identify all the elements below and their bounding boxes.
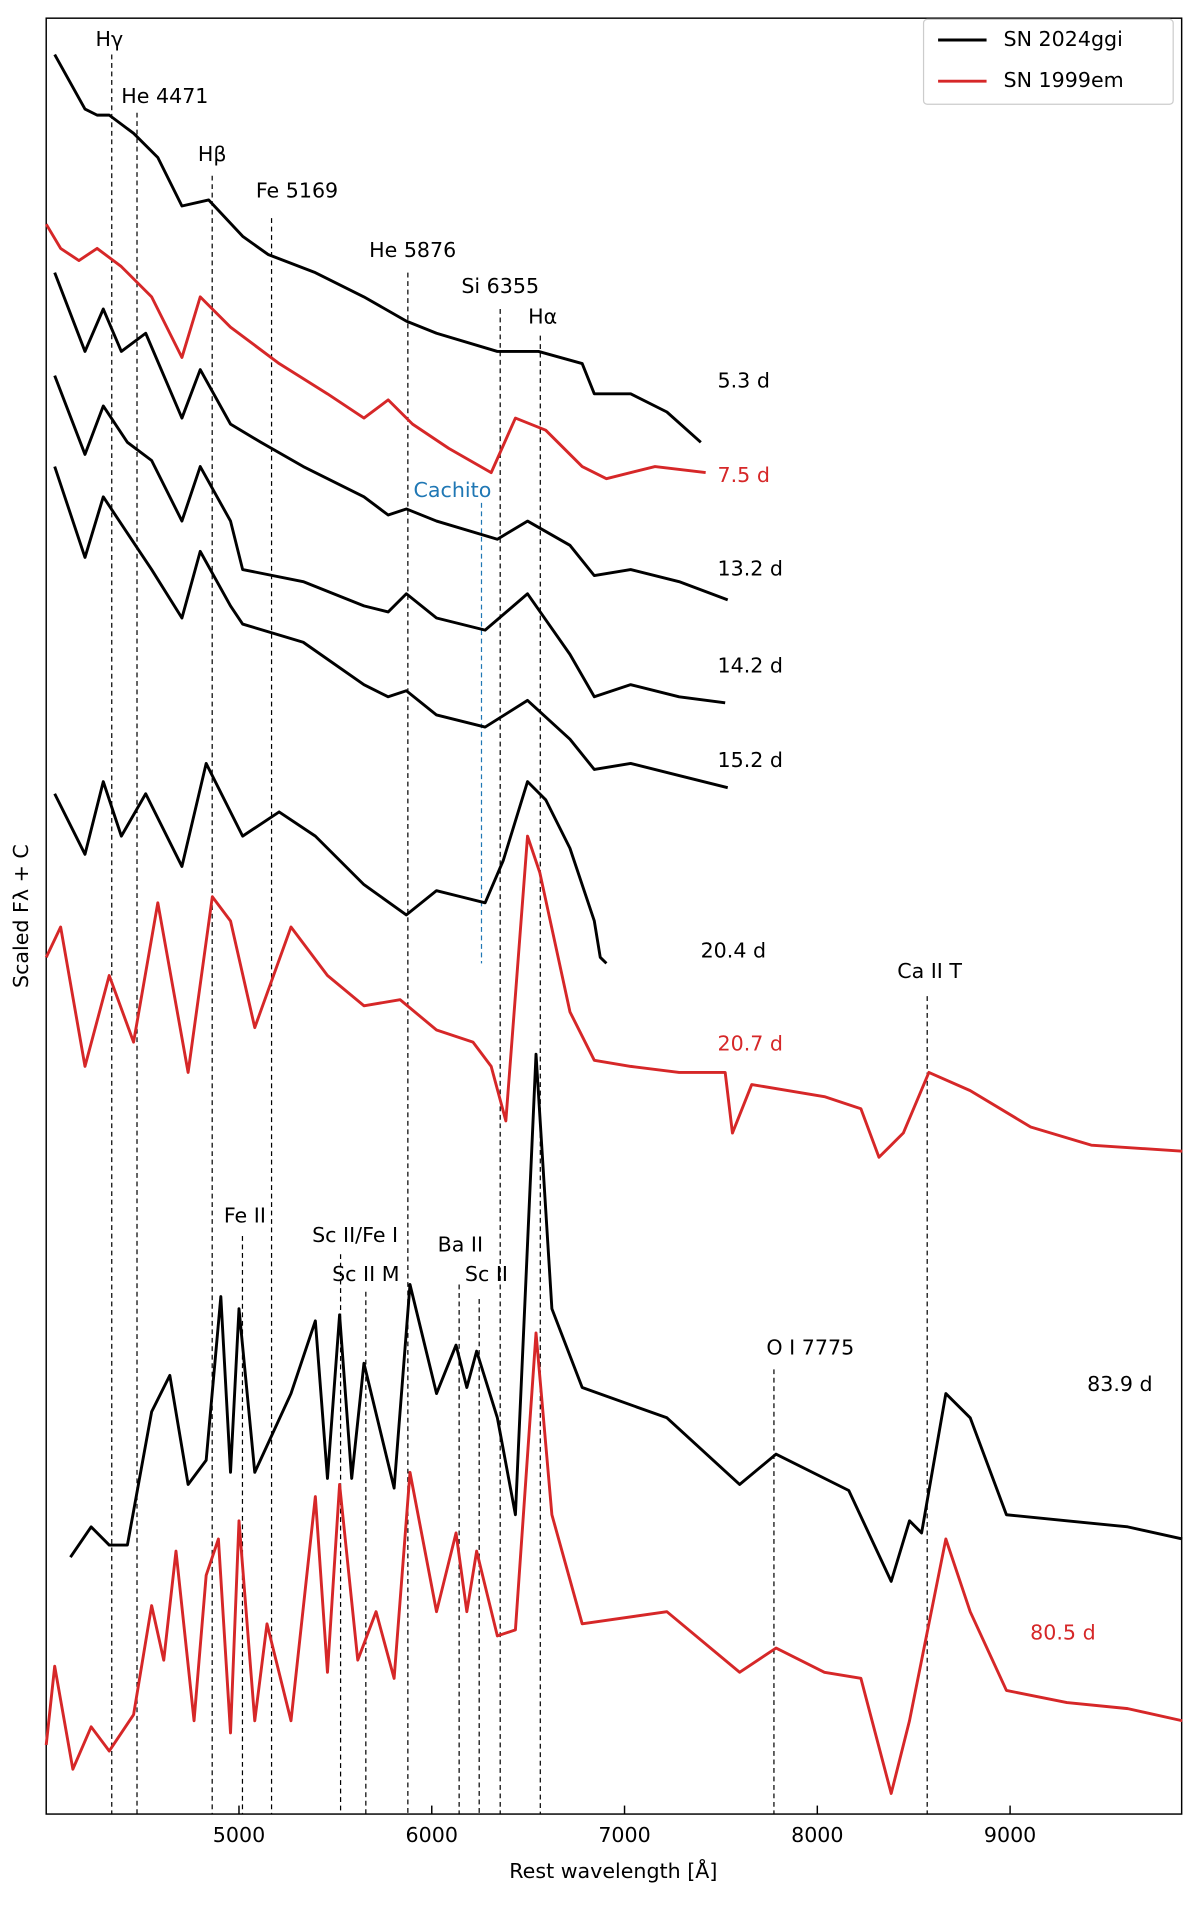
annotation-label: O I 7775: [766, 1336, 854, 1360]
x-tick-label: 6000: [406, 1823, 458, 1847]
x-tick-label: 7000: [598, 1823, 650, 1847]
phase-label: 83.9 d: [1087, 1372, 1152, 1396]
annotation-label: Fe II: [224, 1204, 266, 1228]
phase-label: 20.4 d: [701, 938, 766, 962]
spectrum-line: [53, 466, 729, 790]
annotation-label: Ca II T: [897, 959, 962, 983]
spectrum-line: [53, 53, 702, 444]
annotation-label: Si 6355: [461, 274, 539, 298]
spectrum-line: [44, 834, 1183, 1159]
annotation-label: Hβ: [198, 142, 227, 166]
phase-label: 5.3 d: [718, 369, 770, 393]
phase-label: 15.2 d: [718, 748, 783, 772]
phase-label: 7.5 d: [718, 463, 770, 487]
annotation-label: Hα: [528, 304, 557, 328]
phase-label: 80.5 d: [1030, 1620, 1095, 1644]
annotation-label: Cachito: [414, 478, 492, 502]
spectrum-line: [44, 223, 706, 481]
spectrum-line: [69, 1052, 1183, 1583]
spectrum-line: [44, 1331, 1183, 1795]
phase-label: 13.2 d: [718, 557, 783, 581]
annotation-label: Sc II M: [332, 1262, 399, 1286]
annotation-label: Sc II/Fe I: [312, 1223, 398, 1247]
plot-frame: [45, 17, 1183, 1815]
annotation-label: Sc II: [465, 1262, 508, 1286]
x-tick-label: 8000: [791, 1823, 843, 1847]
y-axis-label: Scaled Fλ + C: [9, 844, 33, 988]
annotation-label: He 5876: [369, 238, 456, 262]
spectrum-line: [53, 272, 729, 602]
x-tick-label: 9000: [984, 1823, 1036, 1847]
annotation-label: Fe 5169: [256, 178, 338, 202]
phase-label: 20.7 d: [718, 1032, 783, 1056]
legend-label: SN 2024ggi: [1004, 27, 1123, 51]
x-tick-label: 5000: [213, 1823, 265, 1847]
annotation-label: He 4471: [121, 84, 208, 108]
phase-label: 14.2 d: [718, 653, 783, 677]
annotation-label: Ba II: [438, 1233, 483, 1257]
legend-label: SN 1999em: [1004, 68, 1124, 92]
spectrum-line: [53, 375, 726, 705]
annotation-label: Hγ: [95, 27, 123, 51]
spectrum-line: [53, 761, 608, 965]
x-axis-label: Rest wavelength [Å]: [509, 1857, 717, 1883]
